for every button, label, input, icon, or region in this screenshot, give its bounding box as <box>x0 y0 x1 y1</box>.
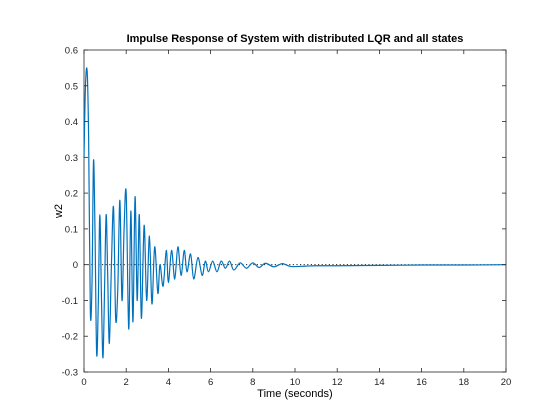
y-tick-label: 0.5 <box>65 81 78 92</box>
y-axis-ticks: -0.3 -0.2 -0.1 0 0.1 0.2 0.3 0.4 0.5 0.6 <box>62 46 506 379</box>
y-tick-label: 0.2 <box>65 189 78 200</box>
y-tick-label: -0.2 <box>62 332 78 343</box>
x-tick-label: 6 <box>208 377 213 388</box>
x-tick-label: 0 <box>81 377 86 388</box>
x-axis-ticks: 0 2 4 6 8 10 12 14 16 18 20 <box>81 50 511 388</box>
y-tick-label: -0.3 <box>62 368 78 379</box>
x-tick-label: 4 <box>166 377 171 388</box>
y-tick-label: -0.1 <box>62 296 78 307</box>
x-tick-label: 18 <box>459 377 470 388</box>
y-tick-label: 0.6 <box>65 46 78 57</box>
y-tick-label: 0.3 <box>65 153 78 164</box>
x-tick-label: 20 <box>501 377 512 388</box>
series-line-w2 <box>83 67 507 359</box>
y-axis-label: w2 <box>53 204 65 219</box>
y-tick-label: 0.1 <box>65 224 78 235</box>
chart-title: Impulse Response of System with distribu… <box>127 33 464 45</box>
y-tick-label: 0.4 <box>65 117 78 128</box>
y-tick-label: 0 <box>73 260 78 271</box>
x-axis-label: Time (seconds) <box>257 388 332 400</box>
x-tick-label: 8 <box>250 377 255 388</box>
x-tick-label: 16 <box>416 377 427 388</box>
x-tick-label: 12 <box>332 377 343 388</box>
x-tick-label: 10 <box>290 377 301 388</box>
x-tick-label: 2 <box>124 377 129 388</box>
x-tick-label: 14 <box>374 377 385 388</box>
